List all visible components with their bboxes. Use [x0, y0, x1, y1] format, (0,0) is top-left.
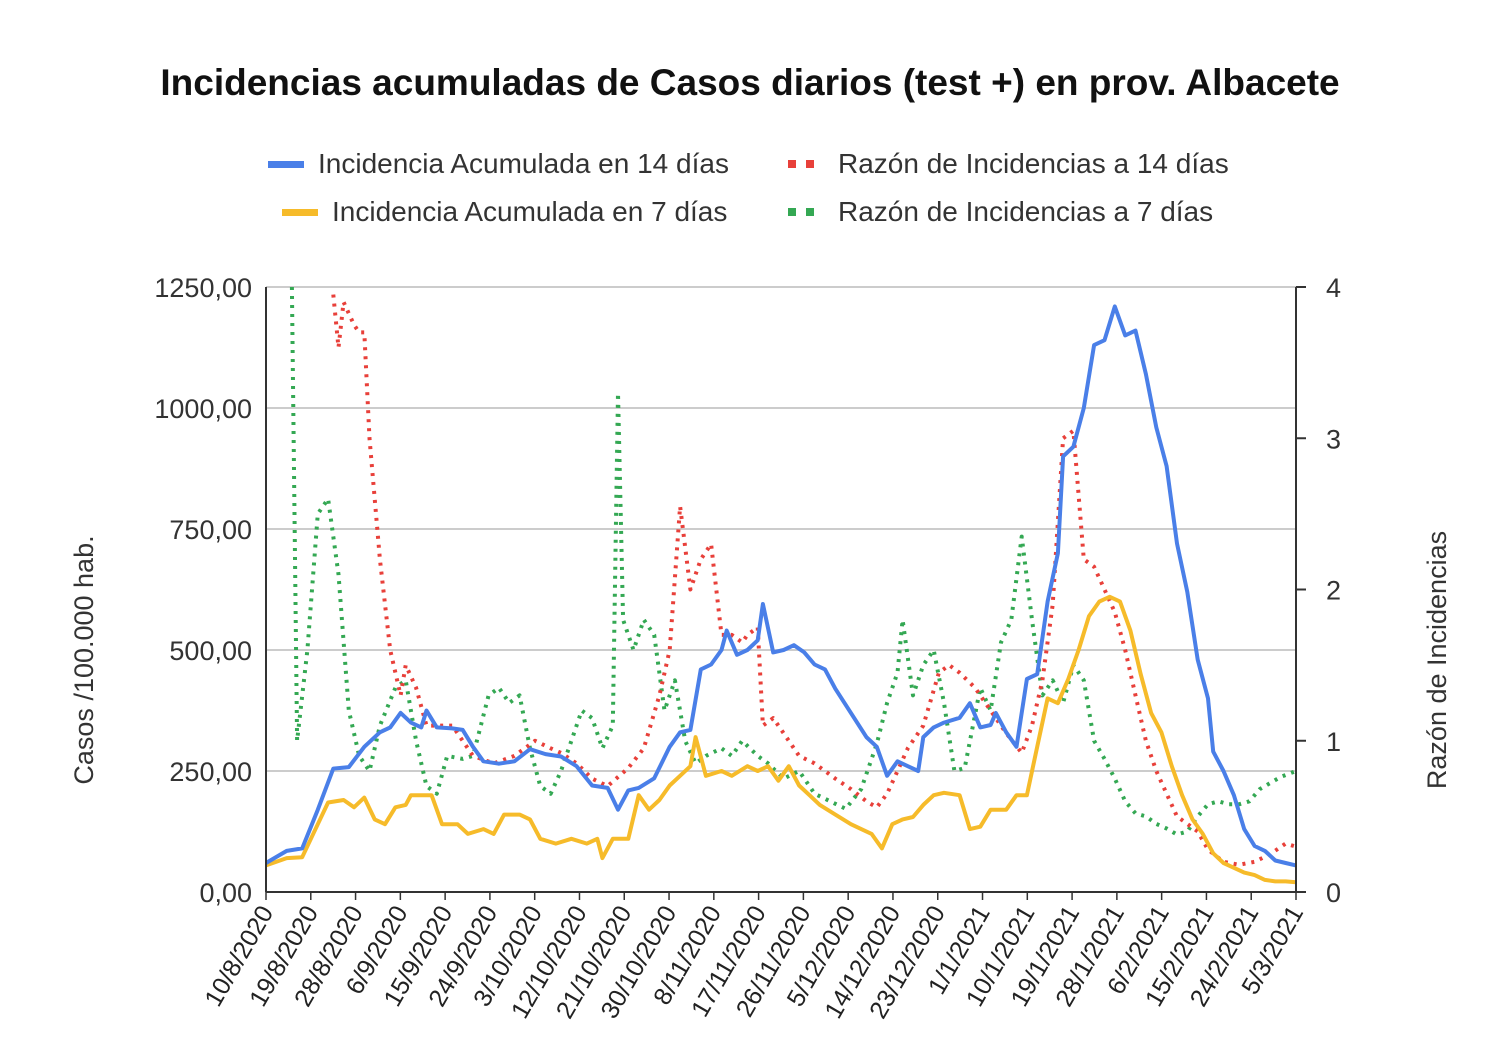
- legend-item-ia14: Incidencia Acumulada en 14 días: [268, 148, 729, 180]
- y-tick-label: 1250,00: [154, 273, 252, 303]
- y-tick-label: 1000,00: [154, 394, 252, 424]
- y2-tick-label: 1: [1326, 727, 1341, 757]
- series-layer: [264, 286, 1297, 885]
- legend-swatch-ri14: [788, 160, 824, 168]
- y-axis-ticks: 0,00 250,00 500,00 750,00 1000,00 1250,00: [154, 273, 252, 908]
- y2-tick-label: 2: [1326, 576, 1341, 606]
- chart-title: Incidencias acumuladas de Casos diarios …: [160, 62, 1340, 103]
- y-tick-label: 750,00: [169, 515, 252, 545]
- y2-axis-label: Razón de Incidencias: [1422, 531, 1452, 789]
- series-line-3: [289, 286, 1297, 837]
- legend-item-ri14: Razón de Incidencias a 14 días: [788, 148, 1229, 180]
- axes: [265, 287, 1297, 893]
- legend-item-ia7: Incidencia Acumulada en 7 días: [282, 196, 727, 228]
- legend-swatch-ri7: [788, 208, 824, 216]
- legend-item-ri7: Razón de Incidencias a 7 días: [788, 196, 1213, 228]
- legend-label-ia7: Incidencia Acumulada en 7 días: [332, 196, 728, 227]
- y-tick-label: 250,00: [169, 757, 252, 787]
- legend-label-ia14: Incidencia Acumulada en 14 días: [318, 148, 729, 179]
- y-tick-label: 500,00: [169, 636, 252, 666]
- y2-tick-label: 3: [1326, 424, 1341, 454]
- legend-swatch-ia14: [268, 160, 304, 168]
- x-axis-ticks: 10/8/202019/8/202028/8/20206/9/202015/9/…: [199, 892, 1309, 1023]
- series-line-2: [331, 294, 1297, 867]
- series-line-0: [264, 304, 1297, 868]
- y2-tick-label: 4: [1326, 273, 1341, 303]
- y2-tick-label: 0: [1326, 878, 1341, 908]
- series-line-1: [265, 594, 1297, 885]
- y2-axis-ticks: 0 1 2 3 4: [1296, 273, 1341, 908]
- y-tick-label: 0,00: [199, 878, 252, 908]
- y-axis-label: Casos /100.000 hab.: [69, 535, 99, 784]
- legend: Incidencia Acumulada en 14 días Razón de…: [250, 148, 1300, 238]
- legend-label-ri14: Razón de Incidencias a 14 días: [838, 148, 1229, 179]
- legend-swatch-ia7: [282, 208, 318, 216]
- legend-label-ri7: Razón de Incidencias a 7 días: [838, 196, 1214, 227]
